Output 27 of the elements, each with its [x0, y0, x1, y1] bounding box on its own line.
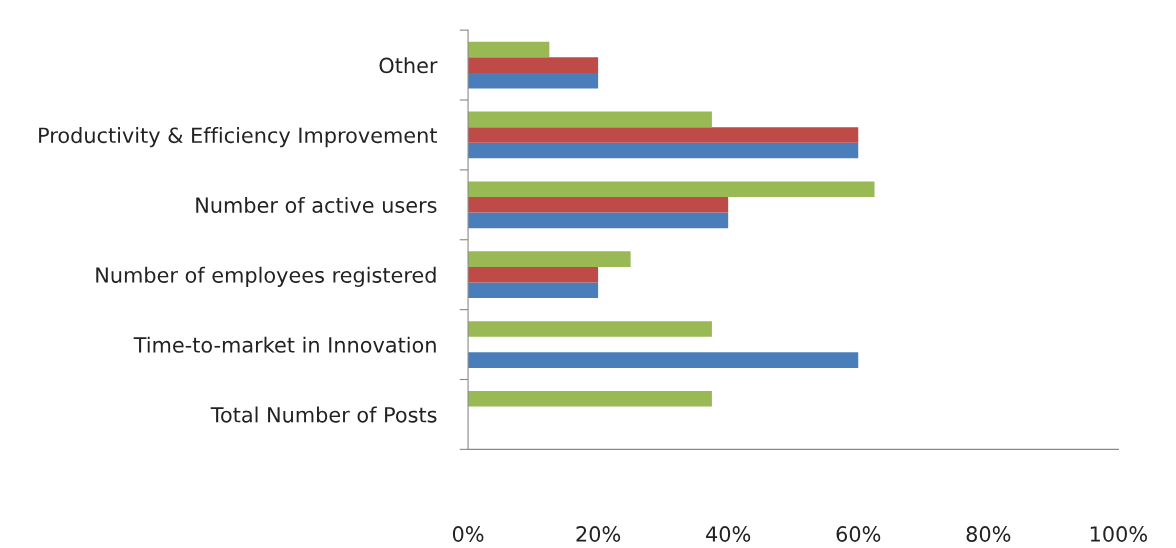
bar [468, 127, 859, 143]
bar [468, 251, 631, 267]
y-tick-label: Time-to-market in Innovation [133, 336, 436, 353]
bar [468, 41, 550, 58]
bar [468, 352, 859, 368]
x-tick-label: 20% [576, 526, 621, 542]
bar [468, 391, 712, 407]
x-tick-label: 80% [966, 526, 1011, 542]
bar [468, 266, 599, 283]
bar [468, 321, 712, 337]
y-tick-label: Number of active users [196, 196, 437, 214]
y-tick-label: Number of employees registered [96, 266, 436, 287]
x-tick-label: 100% [1090, 526, 1148, 542]
bar [468, 212, 729, 229]
x-tick-label: 60% [836, 526, 881, 542]
y-tick-label: Other [379, 57, 438, 74]
bar [468, 142, 859, 159]
x-tick-label: 0% [452, 526, 484, 542]
y-tick-label: Total Number of Posts [210, 406, 437, 423]
bar [468, 282, 599, 299]
x-tick-label: 40% [706, 526, 751, 542]
y-tick-label: Productivity & Efficiency Improvement [39, 127, 437, 148]
bar [468, 57, 599, 73]
bar [468, 181, 875, 198]
bar [468, 111, 712, 128]
bar [468, 197, 729, 213]
bar [468, 72, 599, 89]
